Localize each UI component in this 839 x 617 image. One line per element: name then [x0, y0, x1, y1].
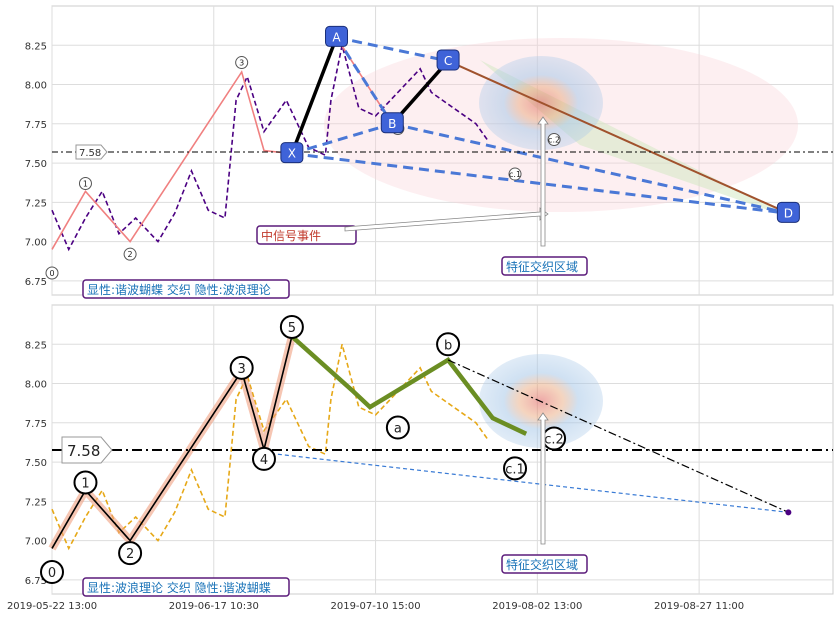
bottom-y-axis-ticks: 6.75 7.00 7.25 7.50 7.75 8.00 8.25 — [25, 340, 47, 587]
wave-label: 3 — [239, 59, 244, 68]
wave-label-circle — [73, 470, 98, 495]
wave-label-circle — [118, 541, 143, 566]
wave-label-circle — [45, 266, 59, 280]
wave-label: 4 — [260, 453, 268, 468]
y-tick-label: 7.50 — [25, 458, 47, 469]
wave-label: 3 — [238, 362, 246, 377]
wave-label-circle — [436, 332, 461, 357]
pattern-vertex-badge — [325, 25, 349, 47]
top-pattern-points: X A B C D — [280, 25, 800, 223]
series-line — [51, 45, 488, 252]
pattern-vertex-badge — [380, 112, 404, 134]
bottom-series-layer — [48, 334, 792, 551]
y-tick-label: 6.75 — [25, 576, 47, 587]
y-tick-label: 7.75 — [25, 419, 47, 430]
x-tick-label: 2019-08-27 11:00 — [654, 601, 744, 612]
harmonic-dashed-line — [291, 122, 393, 156]
wave-label-circle — [123, 247, 137, 261]
top-chart-panel: 6.757.007.257.507.758.008.25 7.58 0123ac… — [25, 5, 834, 299]
wave-label: a — [394, 422, 402, 437]
wave-label-circle — [40, 560, 64, 585]
pattern-vertex-label: X — [288, 147, 296, 161]
y-tick-label: 7.50 — [25, 159, 47, 170]
wave-label-circle — [78, 176, 92, 190]
wave-label-circle — [229, 355, 254, 380]
bottom-wave-labels: 0 1 2 3 4 5 a b c.2 c.1 — [40, 314, 567, 585]
y-tick-label: 7.25 — [25, 198, 47, 209]
bottom-reference-value: 7.58 — [67, 442, 100, 460]
bottom-annotation-zone: 特征交织区域 — [501, 412, 588, 574]
x-tick-label: 2019-07-10 15:00 — [330, 601, 420, 612]
harmonic-leg — [447, 60, 789, 215]
y-tick-label: 8.00 — [25, 81, 47, 92]
top-reference-value: 7.58 — [79, 148, 101, 159]
y-tick-label: 6.75 — [25, 277, 47, 288]
y-tick-label: 7.25 — [25, 497, 47, 508]
wave-label-circle — [251, 446, 276, 471]
y-tick-label: 7.75 — [25, 120, 47, 131]
bottom-chart-panel: 6.75 7.00 7.25 7.50 7.75 8.00 8.25 2019-05-22 … — [7, 304, 834, 612]
wave-label: 0 — [49, 269, 54, 278]
bottom-reference-label: 7.58 — [61, 436, 113, 464]
wave-label-circle — [503, 456, 528, 481]
top-caption: 显性:谐波蝴蝶 交织 隐性:波浪理论 — [82, 279, 290, 299]
x-tick-label: 2019-08-02 13:00 — [492, 601, 582, 612]
wave-label: 0 — [48, 566, 56, 581]
x-tick-label: 2019-06-17 10:30 — [169, 601, 259, 612]
top-annotation-zone: 特征交织区域 — [501, 116, 588, 276]
top-y-axis-ticks: 6.75 7.00 7.25 7.50 7.75 8.00 8.25 — [25, 41, 47, 288]
wave-label: 1 — [83, 179, 88, 188]
wave-label-circle — [508, 167, 522, 181]
wave-label-circle — [235, 56, 249, 70]
y-tick-label: 8.25 — [25, 340, 47, 351]
harmonic-dashed-line — [335, 36, 394, 125]
feature-zone-label-top: 特征交织区域 — [506, 259, 578, 274]
bottom-caption: 显性:波浪理论 交织 隐性:谐波蝴蝶 — [82, 577, 290, 597]
bottom-caption-text: 显性:波浪理论 交织 隐性:谐波蝴蝶 — [87, 580, 271, 595]
wave-label: c.1 — [509, 170, 521, 179]
harmonic-dashed-line — [336, 35, 449, 63]
pattern-vertex-badge — [776, 201, 800, 223]
harmonic-leg — [290, 36, 339, 155]
pattern-vertex-label: B — [388, 117, 396, 131]
wave-label: c.1 — [505, 462, 525, 477]
x-axis-ticks: 2019-05-22 13:00 2019-06-17 10:30 2019-07-… — [7, 601, 744, 612]
wave-label: 5 — [288, 321, 296, 336]
wave-label-circle — [279, 314, 304, 339]
wave-label-circle — [547, 133, 561, 147]
projection-end-dot — [785, 509, 792, 516]
wave-label: 1 — [81, 476, 89, 491]
top-series-layer — [51, 35, 789, 252]
top-annotation-event: 中信号事件 — [256, 207, 549, 245]
harmonic-dashed-line — [391, 122, 789, 215]
wave-label: c.2 — [548, 136, 560, 145]
y-tick-label: 8.25 — [25, 41, 47, 52]
top-reference-label: 7.58 — [75, 144, 108, 160]
top-caption-text: 显性:谐波蝴蝶 交织 隐性:波浪理论 — [87, 282, 271, 297]
projection-line — [263, 452, 789, 513]
pattern-vertex-label: C — [444, 54, 452, 68]
mid-signal-event-label: 中信号事件 — [261, 228, 321, 243]
y-tick-label: 8.00 — [25, 380, 47, 391]
y-tick-label: 7.00 — [25, 238, 47, 249]
y-tick-label: 7.00 — [25, 537, 47, 548]
pattern-vertex-label: D — [784, 206, 793, 220]
harmonic-dashed-line — [291, 152, 789, 215]
wave-label: 2 — [128, 250, 133, 259]
wave-label: c.2 — [544, 433, 564, 448]
series-line — [51, 336, 293, 549]
feature-zone-label-bottom: 特征交织区域 — [506, 557, 578, 572]
series-line — [290, 334, 528, 436]
series-line — [51, 344, 488, 551]
pattern-vertex-label: A — [332, 30, 341, 44]
projection-line — [447, 359, 789, 513]
wave-label: 2 — [126, 547, 134, 562]
wave-label: b — [444, 338, 452, 353]
wave-label-circle — [385, 415, 410, 440]
pattern-vertex-badge — [436, 49, 460, 71]
x-tick-label: 2019-05-22 13:00 — [7, 601, 97, 612]
pattern-vertex-badge — [280, 142, 304, 164]
